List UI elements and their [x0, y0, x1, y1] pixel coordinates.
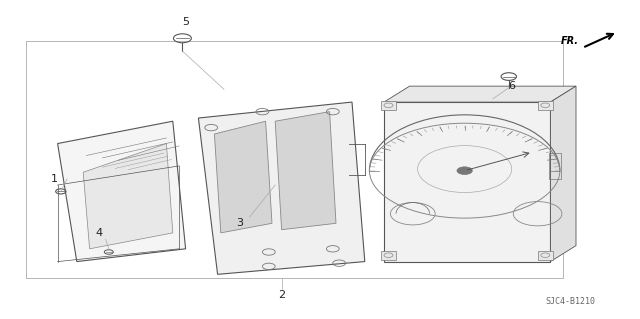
Polygon shape — [198, 102, 365, 274]
Circle shape — [457, 167, 472, 174]
Bar — [381, 251, 396, 260]
Text: FR.: FR. — [561, 36, 579, 47]
Text: 1: 1 — [51, 174, 58, 184]
Text: 4: 4 — [95, 228, 103, 238]
Polygon shape — [384, 86, 576, 102]
Polygon shape — [275, 112, 336, 230]
Bar — [384, 102, 550, 262]
Text: 3: 3 — [237, 218, 243, 228]
Polygon shape — [550, 86, 576, 262]
Text: 5: 5 — [182, 17, 189, 27]
Text: SJC4-B1210: SJC4-B1210 — [545, 297, 595, 306]
Polygon shape — [214, 121, 272, 233]
Bar — [538, 251, 553, 260]
Text: 6: 6 — [509, 81, 515, 91]
Polygon shape — [58, 121, 186, 262]
Bar — [549, 153, 561, 179]
Bar — [381, 101, 396, 110]
Bar — [26, 41, 563, 278]
Polygon shape — [83, 144, 173, 249]
Text: 2: 2 — [278, 290, 285, 300]
Bar — [538, 101, 553, 110]
